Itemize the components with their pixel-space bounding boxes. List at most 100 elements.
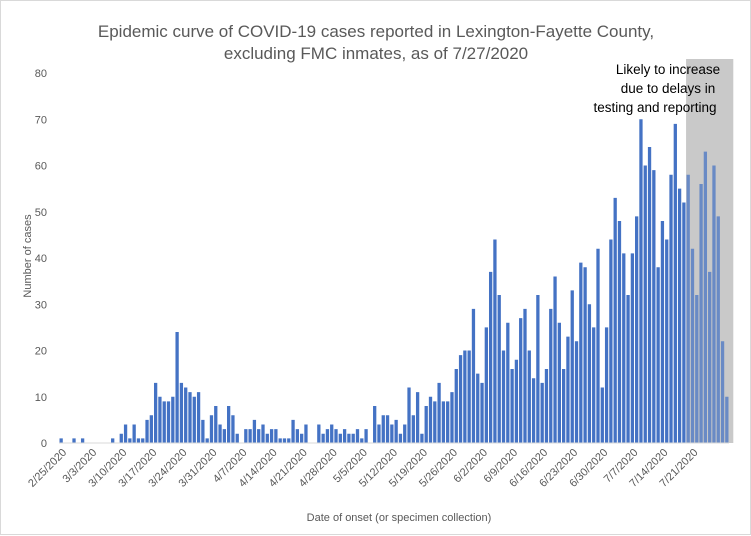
bar — [231, 415, 235, 443]
bar — [424, 406, 428, 443]
bar — [617, 221, 622, 443]
bar — [162, 401, 166, 444]
bar — [300, 433, 304, 443]
bar — [248, 429, 252, 444]
bar — [720, 341, 725, 443]
bar — [673, 123, 677, 444]
bar — [415, 392, 420, 444]
bar — [214, 406, 218, 443]
y-tick-label: 40 — [35, 253, 47, 265]
bar — [488, 271, 493, 444]
bar — [660, 221, 665, 443]
bar — [158, 396, 162, 443]
bar — [579, 262, 583, 444]
bar — [669, 174, 673, 443]
bar — [381, 415, 385, 443]
bar — [609, 239, 613, 443]
bar — [377, 424, 381, 443]
bar — [622, 253, 626, 443]
bar — [510, 369, 514, 443]
bar — [587, 304, 592, 443]
bar — [179, 382, 184, 444]
bar — [471, 308, 476, 444]
bar — [325, 429, 330, 444]
bar — [338, 433, 342, 443]
bar — [188, 392, 192, 444]
bar — [540, 382, 544, 444]
y-tick-label: 80 — [35, 68, 47, 80]
bar — [334, 429, 338, 444]
bar — [244, 429, 248, 444]
bar — [630, 253, 635, 443]
bar — [227, 406, 231, 443]
bar-series — [59, 119, 729, 444]
y-axis-title: Number of cases — [22, 214, 34, 298]
bar — [394, 419, 398, 444]
bar — [205, 438, 209, 444]
y-tick-label: 30 — [35, 299, 47, 311]
bar — [119, 433, 123, 443]
bar — [716, 216, 720, 443]
bar — [136, 438, 141, 444]
bar — [235, 433, 239, 443]
bar — [385, 415, 390, 443]
bar — [501, 350, 506, 443]
bar — [686, 174, 690, 443]
bar — [643, 165, 647, 443]
bar — [274, 429, 278, 444]
bar — [145, 419, 149, 444]
bar — [493, 239, 497, 443]
y-tick-label: 50 — [35, 207, 47, 219]
bar — [467, 350, 471, 443]
bar — [626, 295, 630, 443]
bar — [282, 438, 287, 444]
bar — [639, 119, 643, 443]
delay-annotation-line-1: Likely to increase — [616, 62, 720, 77]
bar — [566, 336, 570, 444]
bar — [592, 327, 596, 444]
bar — [506, 322, 510, 443]
bar — [519, 318, 523, 444]
bar — [80, 438, 85, 444]
bar — [514, 359, 519, 443]
bar — [153, 382, 158, 444]
bar — [725, 396, 729, 443]
bar — [531, 378, 536, 443]
delay-annotation-line-3: testing and reporting — [593, 100, 716, 115]
bar — [128, 438, 132, 444]
bar — [433, 401, 437, 444]
bar — [677, 188, 682, 444]
y-tick-label: 20 — [35, 346, 47, 358]
bar — [712, 165, 716, 443]
bar — [304, 424, 308, 443]
bar — [373, 406, 377, 443]
bar — [72, 438, 76, 444]
bar — [132, 424, 136, 443]
bar — [557, 322, 561, 443]
bar — [252, 419, 257, 444]
bar — [218, 424, 222, 443]
bar — [428, 396, 433, 443]
x-axis-ticks: 2/25/20203/3/20203/10/20203/17/20203/24/… — [26, 447, 700, 490]
bar — [604, 327, 609, 444]
bar — [647, 147, 652, 443]
bar — [287, 438, 291, 444]
bar — [480, 382, 484, 444]
delay-annotation-line-2: due to delays in — [621, 81, 716, 96]
bar — [665, 239, 669, 443]
bar — [656, 267, 660, 443]
bar — [699, 184, 703, 443]
bar — [600, 387, 604, 443]
bar — [347, 433, 351, 443]
bar — [497, 295, 501, 443]
bar — [652, 170, 656, 444]
bar — [549, 308, 553, 444]
bar — [342, 429, 347, 444]
bar — [201, 419, 205, 444]
bar — [403, 424, 407, 443]
bar — [446, 401, 450, 444]
bar — [596, 248, 600, 443]
bar — [695, 295, 699, 443]
